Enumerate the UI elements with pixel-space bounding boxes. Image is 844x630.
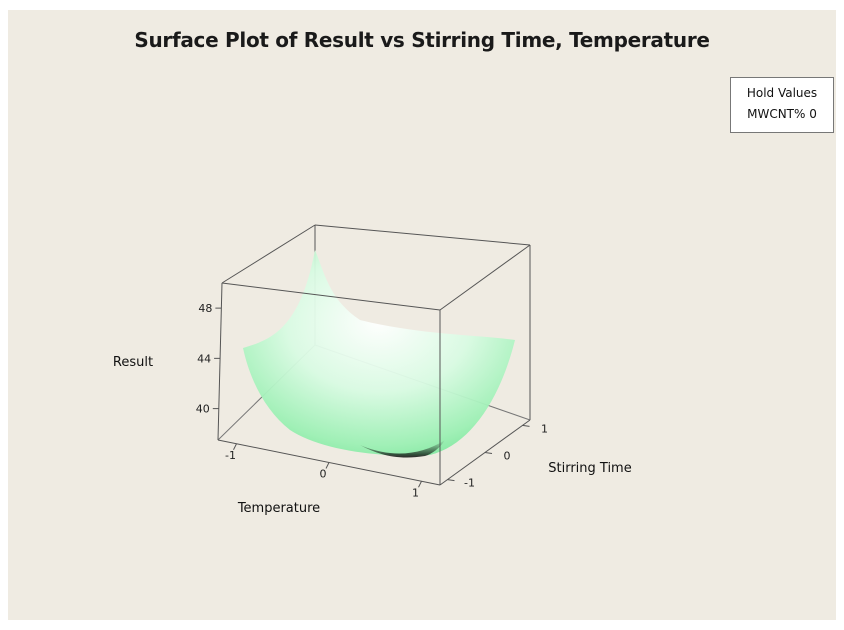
z-tick-label: 48 (198, 302, 212, 315)
y-tick-mark (447, 479, 455, 482)
y-tick-label: -1 (464, 477, 475, 490)
hold-values-box: Hold Values MWCNT% 0 (730, 77, 834, 133)
y-axis-label: Stirring Time (548, 461, 631, 476)
z-axis-label: Result (113, 355, 153, 370)
x-tick-label: 0 (320, 468, 327, 481)
y-tick-label: 0 (504, 450, 511, 463)
y-tick-mark (522, 424, 530, 427)
chart-panel (8, 10, 836, 620)
tick-layer: 40 44 48 -1 0 1 -1 0 1 (196, 302, 548, 499)
x-tick-label: 1 (412, 486, 419, 499)
y-tick-mark (484, 452, 493, 454)
x-tick-label: -1 (225, 449, 236, 462)
z-tick-label: 44 (197, 352, 211, 365)
x-axis-label: Temperature (237, 501, 320, 516)
x-tick-mark (233, 443, 237, 450)
z-tick-label: 40 (196, 403, 210, 416)
hold-values-header: Hold Values (746, 86, 818, 100)
y-tick-label: 1 (541, 422, 548, 435)
chart-title: Surface Plot of Result vs Stirring Time,… (134, 28, 710, 52)
hold-values-text: MWCNT% 0 (747, 107, 817, 121)
x-tick-mark (325, 462, 330, 469)
x-tick-mark (418, 481, 422, 488)
response-surface (243, 250, 515, 458)
